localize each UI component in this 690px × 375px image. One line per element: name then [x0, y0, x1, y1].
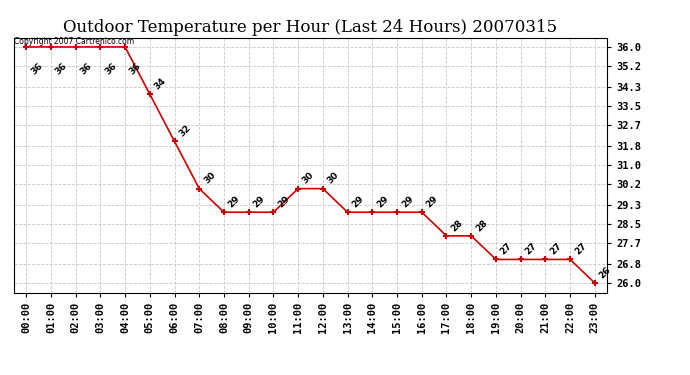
Text: 34: 34: [152, 76, 168, 92]
Text: 30: 30: [326, 171, 341, 186]
Text: 27: 27: [573, 242, 588, 256]
Text: 27: 27: [524, 242, 539, 256]
Text: 26: 26: [598, 265, 613, 280]
Text: 29: 29: [251, 194, 267, 210]
Text: 28: 28: [474, 218, 489, 233]
Text: 29: 29: [400, 194, 415, 210]
Text: 36: 36: [79, 61, 94, 76]
Text: 32: 32: [177, 123, 193, 139]
Text: 30: 30: [301, 171, 316, 186]
Text: 30: 30: [202, 171, 217, 186]
Text: 28: 28: [449, 218, 464, 233]
Text: 29: 29: [424, 194, 440, 210]
Text: 29: 29: [276, 194, 291, 210]
Text: 36: 36: [29, 61, 44, 76]
Text: 29: 29: [375, 194, 391, 210]
Text: Copyright 2007 Cartrenico.com: Copyright 2007 Cartrenico.com: [14, 38, 134, 46]
Text: 27: 27: [548, 242, 564, 256]
Text: 27: 27: [499, 242, 514, 256]
Text: 29: 29: [351, 194, 366, 210]
Text: 36: 36: [54, 61, 69, 76]
Text: 29: 29: [227, 194, 242, 210]
Text: 36: 36: [128, 61, 143, 76]
Title: Outdoor Temperature per Hour (Last 24 Hours) 20070315: Outdoor Temperature per Hour (Last 24 Ho…: [63, 19, 558, 36]
Text: 36: 36: [103, 61, 118, 76]
